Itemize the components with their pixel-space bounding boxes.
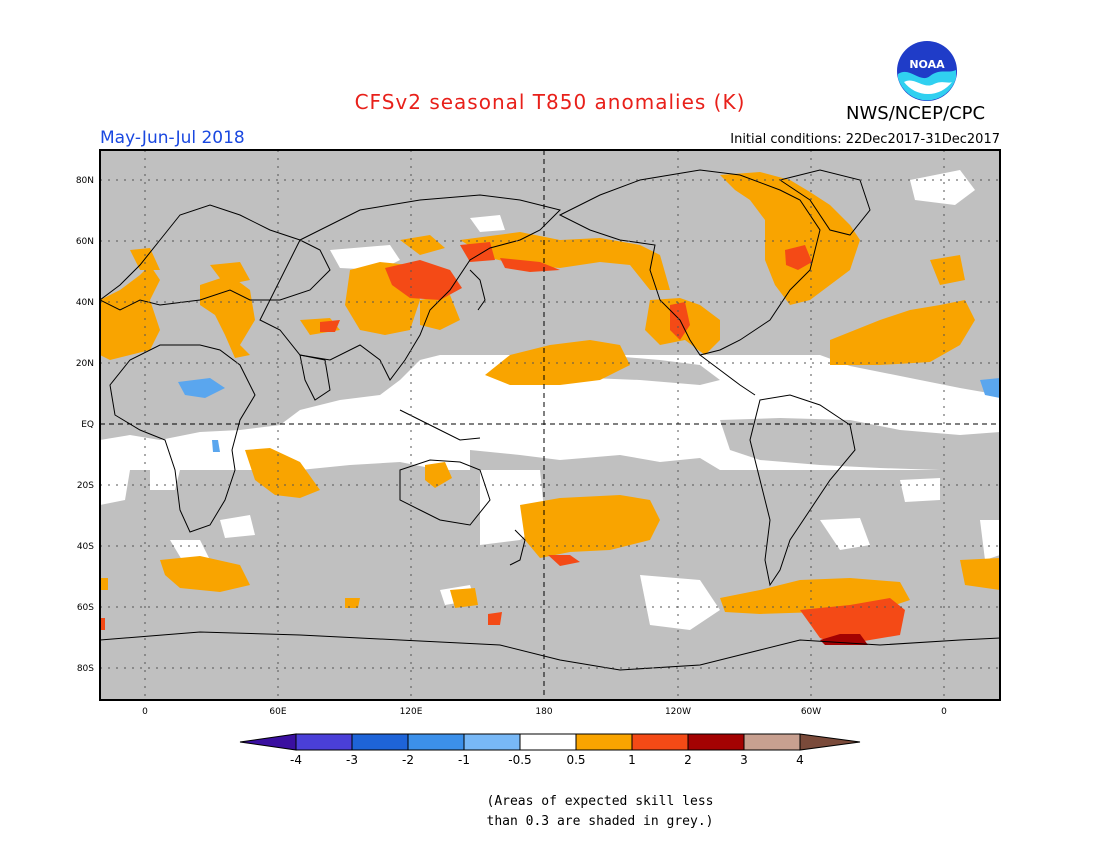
page-title: CFSv2 seasonal T850 anomalies (K) <box>354 90 746 114</box>
lat-label: 60N <box>76 237 94 247</box>
season-label: May-Jun-Jul 2018 <box>100 128 245 148</box>
lat-label: 20N <box>76 359 94 369</box>
lat-label: EQ <box>81 420 94 430</box>
lon-label: 180 <box>535 707 552 717</box>
graticule <box>100 150 1000 700</box>
noaa-logo-icon: NOAA <box>897 41 957 101</box>
anomaly-map: 80N 60N 40N 20N EQ 20S 40S 60S 80S 0 60E… <box>76 149 1001 717</box>
initial-conditions-label: Initial conditions: 22Dec2017-31Dec2017 <box>730 132 1000 147</box>
lat-label: 80S <box>77 664 94 674</box>
coastlines <box>100 169 1000 671</box>
footnote-line: than 0.3 are shaded in grey.) <box>486 814 714 829</box>
map-frame <box>99 149 1001 701</box>
lon-label: 0 <box>941 707 947 717</box>
lon-label: 60E <box>269 707 286 717</box>
cool-anomaly-neg1-neg0.5 <box>178 378 1000 452</box>
lon-label: 60W <box>801 707 821 717</box>
lat-label: 80N <box>76 176 94 186</box>
lat-label: 40N <box>76 298 94 308</box>
lon-label: 120W <box>665 707 691 717</box>
footnote-line: (Areas of expected skill less <box>486 794 714 809</box>
logo-text: NOAA <box>909 58 945 71</box>
agency-label: NWS/NCEP/CPC <box>846 103 986 124</box>
lon-label: 120E <box>400 707 423 717</box>
longitude-labels: 0 60E 120E 180 120W 60W 0 <box>142 707 947 717</box>
lat-label: 60S <box>77 603 94 613</box>
lat-label: 40S <box>77 542 94 552</box>
skill-footnote: (Areas of expected skill less than 0.3 a… <box>440 792 760 832</box>
latitude-labels: 80N 60N 40N 20N EQ 20S 40S 60S 80S <box>76 176 94 674</box>
lon-label: 0 <box>142 707 148 717</box>
lat-label: 20S <box>77 481 94 491</box>
